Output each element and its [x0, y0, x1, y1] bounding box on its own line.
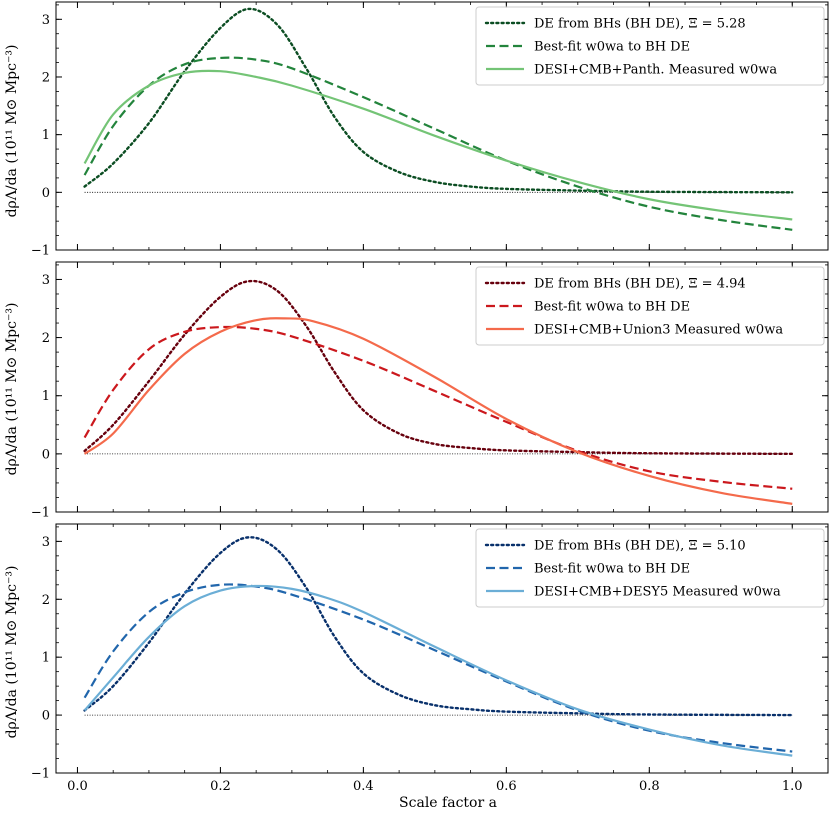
- legend-entry-label: Best-fit w0wa to BH DE: [534, 300, 690, 315]
- series-line-solid: [83, 584, 793, 757]
- y-tick-label: −1: [31, 244, 50, 259]
- y-axis-label-top: dρΛ/da (10¹¹ M⊙ Mpc⁻³): [4, 45, 20, 218]
- y-tick-label: 2: [42, 70, 50, 85]
- series-line-dashed: [83, 56, 793, 231]
- y-tick-label: 0: [42, 447, 50, 462]
- y-tick-label: 2: [42, 593, 50, 608]
- x-tick-label: 0.0: [67, 779, 88, 794]
- y-tick-label: 1: [42, 128, 50, 143]
- y-axis-label-middle: dρΛ/da (10¹¹ M⊙ Mpc⁻³): [4, 303, 20, 476]
- legend-middle: DE from BHs (BH DE), Ξ = 4.94 Best-fit w0…: [475, 266, 825, 346]
- series-line-dashed: [83, 325, 793, 490]
- panel-bottom: 0.0 0.2 0.4 0.6 0.8 1.0 −1 0 1 2 3 DE from BHs (BH …: [31, 523, 829, 794]
- plot-frame-bottom: [55, 523, 829, 774]
- x-tick-label: 0.6: [496, 779, 517, 794]
- legend-top: DE from BHs (BH DE), Ξ = 5.28 Best-fit w0…: [475, 6, 825, 86]
- series-line-solid: [83, 69, 793, 221]
- legend-entry-label: DESI+CMB+Union3 Measured w0wa: [534, 323, 783, 338]
- y-tick-label: 0: [42, 186, 50, 201]
- y-tick-label: 3: [42, 13, 50, 28]
- series-group-bottom: [83, 536, 794, 757]
- y-axis-label-bottom: dρΛ/da (10¹¹ M⊙ Mpc⁻³): [4, 566, 20, 739]
- legend-entry-label: DE from BHs (BH DE), Ξ = 5.10: [534, 539, 746, 554]
- panel-middle: −1 0 1 2 3 DE from BHs (BH DE), Ξ = 4.94 Best-…: [31, 261, 829, 521]
- legend-box: [475, 6, 825, 86]
- panel-top: −1 0 1 2 3 DE from BHs (BH DE), Ξ = 5.28 Best-…: [31, 1, 829, 259]
- x-tick-label: 0.2: [210, 779, 231, 794]
- plot-frame-top: [55, 1, 829, 251]
- x-tick-label: 0.4: [353, 779, 374, 794]
- x-tick-label: 1.0: [782, 779, 803, 794]
- series-line-dotted: [83, 536, 794, 717]
- legend-box: [475, 528, 825, 608]
- y-tick-label: 2: [42, 331, 50, 346]
- legend-entry-label: Best-fit w0wa to BH DE: [534, 562, 690, 577]
- legend-entry-label: Best-fit w0wa to BH DE: [534, 40, 690, 55]
- y-tick-label: −1: [31, 506, 50, 521]
- x-axis-label: Scale factor a: [399, 795, 497, 811]
- series-group-middle: [83, 279, 794, 505]
- legend-entry-label: DE from BHs (BH DE), Ξ = 5.28: [534, 17, 746, 32]
- y-tick-label: 1: [42, 651, 50, 666]
- legend-entry-label: DESI+CMB+Panth. Measured w0wa: [534, 63, 777, 78]
- y-tick-label: 1: [42, 389, 50, 404]
- series-line-dotted: [83, 7, 794, 194]
- y-tick-label: 3: [42, 273, 50, 288]
- series-line-solid: [83, 317, 793, 505]
- legend-entry-label: DE from BHs (BH DE), Ξ = 4.94: [534, 277, 746, 292]
- legend-bottom: DE from BHs (BH DE), Ξ = 5.10 Best-fit w0…: [475, 528, 825, 608]
- x-tick-label: 0.8: [639, 779, 660, 794]
- legend-box: [475, 266, 825, 346]
- y-tick-label: 0: [42, 709, 50, 724]
- series-line-dashed: [83, 583, 793, 753]
- y-tick-label: 3: [42, 535, 50, 550]
- series-line-dotted: [83, 279, 794, 456]
- plot-frame-middle: [55, 261, 829, 513]
- panels: −1 0 1 2 3 DE from BHs (BH DE), Ξ = 5.28 Best-…: [31, 1, 829, 794]
- series-group-top: [83, 7, 794, 231]
- y-tick-label: −1: [31, 767, 50, 782]
- legend-entry-label: DESI+CMB+DESY5 Measured w0wa: [534, 585, 781, 600]
